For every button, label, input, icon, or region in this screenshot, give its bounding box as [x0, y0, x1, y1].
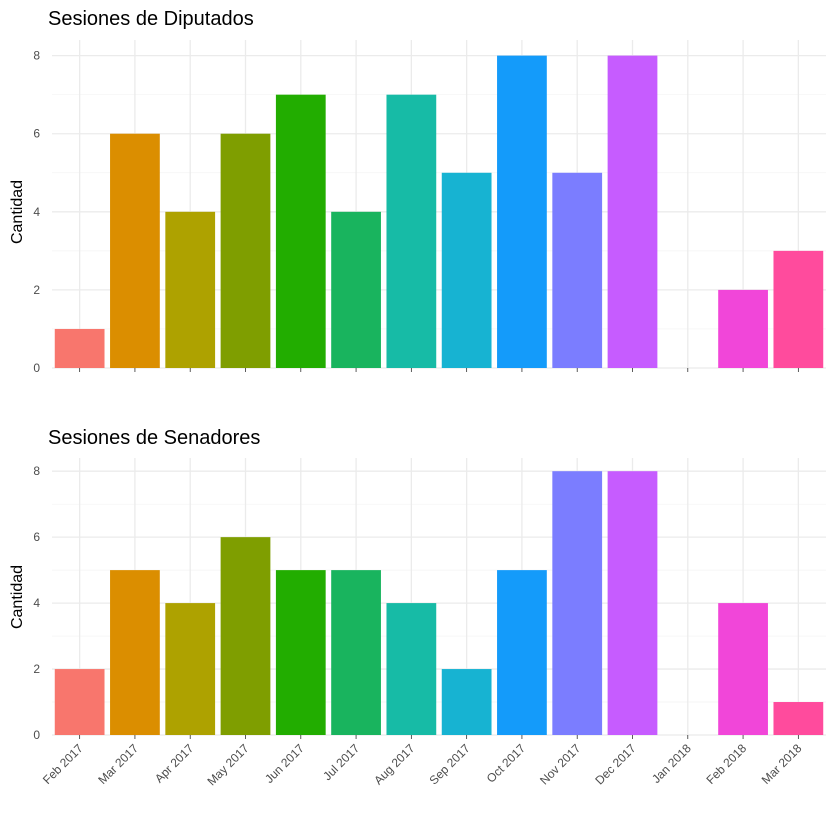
bar-feb-2018	[718, 289, 768, 368]
x-tick-label: May 2017	[204, 741, 251, 788]
x-tick-label: Jul 2017	[320, 741, 362, 783]
bar-jul-2017	[331, 211, 381, 368]
bar-mar-2018	[773, 702, 824, 735]
chart-title: Sesiones de Diputados	[48, 8, 254, 30]
x-tick-label: Mar 2018	[759, 741, 805, 787]
x-tick-label: Mar 2017	[95, 741, 141, 787]
bar-feb-2018	[718, 603, 768, 735]
bar-sep-2017	[441, 669, 492, 735]
panel-diputados: 0 2 4 6 8 Sesiones de Diputados Cantidad	[9, 8, 826, 375]
x-tick-label: Nov 2017	[537, 741, 583, 787]
bar-dec-2017	[607, 55, 658, 368]
x-tick-label: Feb 2018	[703, 741, 749, 787]
bar-aug-2017	[386, 603, 437, 735]
bar-nov-2017	[552, 471, 603, 735]
bar-apr-2017	[165, 603, 216, 735]
y-tick-label: 6	[33, 127, 40, 141]
x-tick-label: Oct 2017	[484, 741, 529, 786]
chart-title: Sesiones de Senadores	[48, 427, 260, 449]
bar-sep-2017	[441, 172, 492, 368]
y-tick-label: 4	[33, 205, 40, 219]
bar-mar-2017	[110, 570, 160, 735]
bar-aug-2017	[386, 94, 437, 369]
bar-jun-2017	[275, 570, 326, 735]
bar-dec-2017	[607, 471, 658, 735]
y-tick-label: 0	[33, 361, 40, 375]
y-axis-label: Cantidad	[9, 180, 26, 244]
x-tick-label: Apr 2017	[152, 741, 197, 786]
bar-apr-2017	[165, 211, 216, 368]
bar-feb-2017	[54, 669, 105, 735]
x-tick-label: Aug 2017	[371, 741, 417, 787]
panel-senadores: 0 2 4 6 8 Feb 2017 Mar 2017 Apr 2017 May 2017 Jun…	[9, 427, 826, 788]
x-tick-label: Jan 2018	[649, 741, 694, 786]
y-tick-label: 2	[33, 283, 40, 297]
bar-may-2017	[220, 537, 271, 735]
y-tick-label: 4	[33, 596, 40, 610]
y-tick-label: 2	[33, 662, 40, 676]
x-tick-label: Feb 2017	[40, 741, 86, 787]
x-tick-label: Dec 2017	[592, 741, 638, 787]
bar-mar-2017	[110, 133, 160, 368]
bar-feb-2017	[54, 328, 105, 368]
bar-oct-2017	[497, 55, 547, 368]
bar-mar-2018	[773, 250, 824, 368]
bar-jun-2017	[275, 94, 326, 369]
bar-nov-2017	[552, 172, 603, 368]
x-tick-label: Jun 2017	[262, 741, 307, 786]
y-tick-label: 0	[33, 728, 40, 742]
y-tick-label: 8	[33, 464, 40, 478]
bar-oct-2017	[497, 570, 547, 735]
x-tick-label: Sep 2017	[427, 741, 473, 787]
bar-may-2017	[220, 133, 271, 368]
y-tick-label: 6	[33, 530, 40, 544]
y-tick-label: 8	[33, 49, 40, 63]
y-axis-label: Cantidad	[9, 565, 26, 629]
bar-jul-2017	[331, 570, 381, 735]
